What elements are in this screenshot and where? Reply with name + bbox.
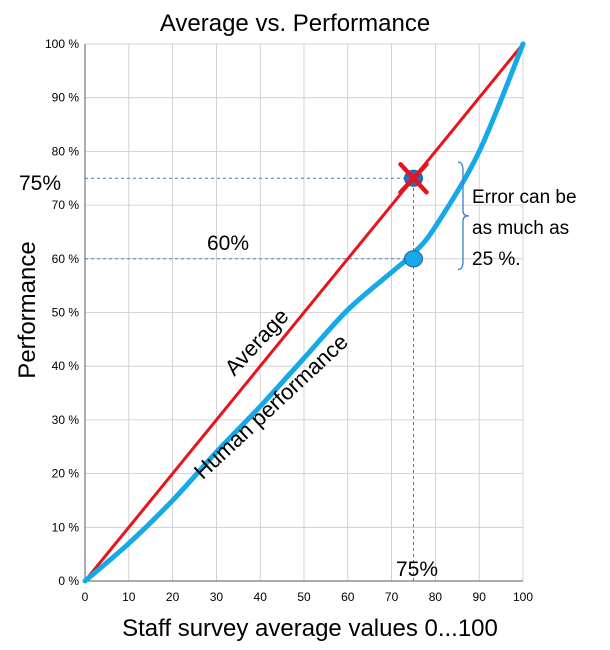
x-tick-60: 60 — [341, 590, 355, 604]
series-line-human-performance — [82, 41, 526, 584]
x-tick-labels: 0 10 20 30 40 50 60 70 80 90 100 — [82, 590, 534, 604]
chart-title: Average vs. Performance — [160, 10, 430, 37]
series-lines — [82, 41, 526, 584]
x-tick-80: 80 — [429, 590, 443, 604]
markers — [398, 162, 429, 268]
error-note-line-2: as much as — [472, 218, 569, 239]
x-tick-20: 20 — [166, 590, 180, 604]
x-tick-40: 40 — [254, 590, 268, 604]
y-tick-40: 40 % — [52, 359, 80, 373]
y-tick-0: 0 % — [58, 574, 79, 588]
axes — [84, 44, 523, 582]
x-tick-10: 10 — [122, 590, 136, 604]
x-tick-0: 0 — [82, 590, 89, 604]
y-tick-30: 30 % — [52, 413, 80, 427]
x75-label: 75% — [396, 558, 438, 581]
y-tick-70: 70 % — [52, 198, 80, 212]
x-tick-90: 90 — [473, 590, 487, 604]
x-tick-100: 100 — [513, 590, 533, 604]
y-tick-20: 20 % — [52, 467, 80, 481]
y-tick-60: 60 % — [52, 252, 80, 266]
x-axis-label: Staff survey average values 0...100 — [122, 615, 498, 642]
error-note-line-3: 25 %. — [472, 249, 521, 270]
y-tick-100: 100 % — [45, 37, 79, 51]
guide-lines — [85, 177, 414, 581]
y-tick-90: 90 % — [52, 91, 80, 105]
y-tick-50: 50 % — [52, 306, 80, 320]
y-tick-80: 80 % — [52, 144, 80, 158]
y-tick-10: 10 % — [52, 520, 80, 534]
y-axis-label: Performance — [14, 241, 41, 378]
x-tick-50: 50 — [297, 590, 311, 604]
y75-label: 75% — [19, 172, 61, 195]
average-point-cross-b — [398, 162, 429, 195]
error-note-line-1: Error can be — [472, 187, 577, 208]
x-tick-70: 70 — [385, 590, 399, 604]
y60-label: 60% — [207, 232, 249, 255]
error-bracket — [457, 161, 470, 271]
performance-point — [404, 250, 423, 268]
y-tick-labels: 0 % 10 % 20 % 30 % 40 % 50 % 60 % 70 % 80 % 90 % 1… — [45, 37, 79, 588]
x-tick-30: 30 — [210, 590, 224, 604]
series-line-average — [83, 42, 525, 583]
